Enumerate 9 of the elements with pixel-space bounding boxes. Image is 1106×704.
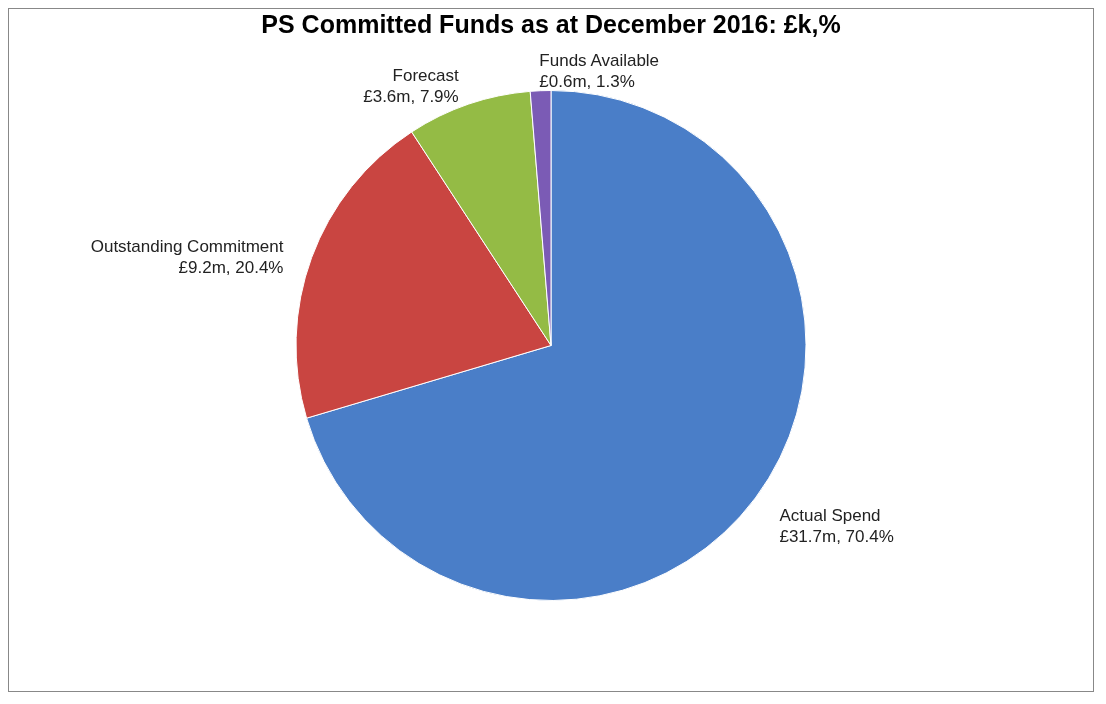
slice-label: Actual Spend [779,505,881,525]
data-label: £3.6m, 7.9% [363,86,459,106]
data-label: £0.6m, 1.3% [539,71,635,91]
slice-label: Funds Available [539,50,660,70]
data-label: £31.7m, 70.4% [779,526,894,546]
slice-label: Outstanding Commitment [90,237,284,257]
data-label: £9.2m, 20.4% [178,258,284,278]
chart-title: PS Committed Funds as at December 2016: £k,% [261,10,841,38]
slice-label: Forecast [392,65,459,85]
